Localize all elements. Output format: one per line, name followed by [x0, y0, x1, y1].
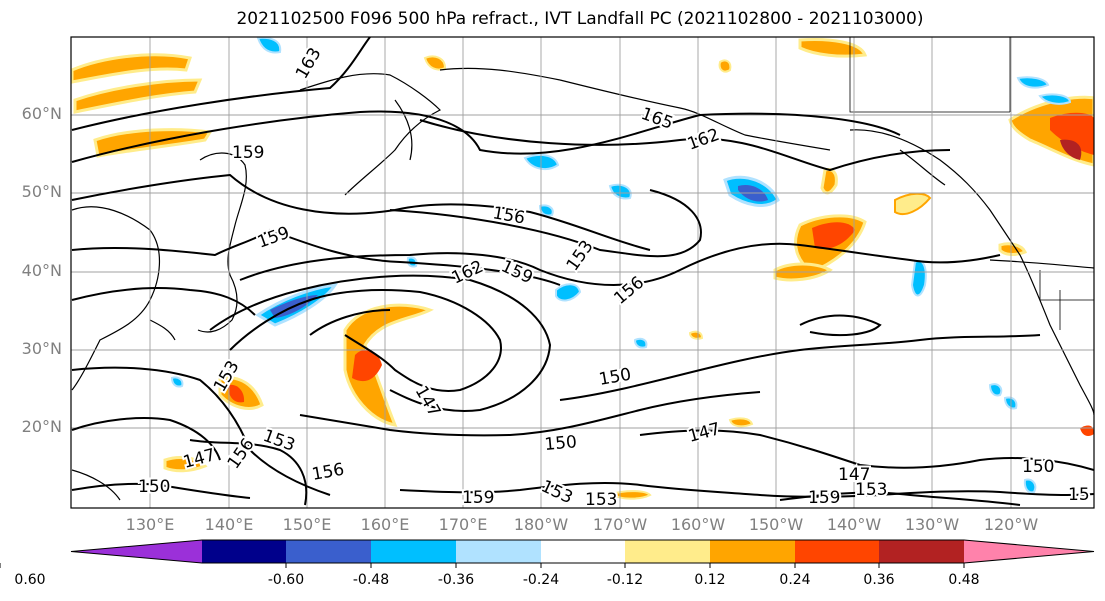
contour-value-label: 150	[1022, 457, 1054, 477]
borders	[849, 37, 1094, 330]
map-frame	[70, 36, 1095, 509]
colorbar-segment	[795, 540, 879, 563]
latitude-tick-label: 30°N	[21, 339, 62, 358]
contour-value-label: 159	[462, 488, 494, 508]
colorbar-segment	[371, 540, 456, 563]
contour-value-label: 150	[138, 477, 170, 497]
map-background	[71, 37, 1094, 508]
positive-anomaly-patches	[71, 38, 1094, 500]
colorbar-tick-label: 0.24	[779, 572, 811, 588]
colorbar-segment	[625, 540, 710, 563]
colorbar	[0, 539, 1095, 568]
latitude-tick-label: 50°N	[21, 182, 62, 201]
colorbar-segment	[710, 540, 795, 563]
colorbar-tick-label: -0.24	[522, 572, 560, 588]
contour-value-label: 153	[585, 490, 617, 510]
contour-value-label: 159	[232, 143, 264, 163]
longitude-tick-label: 130°W	[904, 515, 960, 534]
contour-value-label: 150	[544, 432, 578, 455]
colorbar-extend-max	[964, 540, 1094, 563]
longitude-tick-label: 150°W	[748, 515, 804, 534]
colorbar-segment	[202, 540, 286, 563]
gridlines	[71, 37, 1094, 508]
colorbar-tick-label: -0.48	[352, 572, 390, 588]
longitude-tick-label: 150°E	[282, 515, 332, 534]
colorbar-tick-label: 0.36	[863, 572, 895, 588]
colorbar-tick-label: -0.12	[606, 572, 644, 588]
longitude-tick-label: 180°W	[513, 515, 569, 534]
colorbar-segment	[286, 540, 371, 563]
contour-value-label: 159	[808, 488, 840, 508]
colorbar-tick-label: -0.36	[437, 572, 475, 588]
contour-value-label: 147	[838, 465, 870, 485]
colorbar-segment	[456, 540, 541, 563]
colorbar-outline	[70, 539, 1095, 564]
contour-value-label: 15	[1068, 485, 1090, 505]
colorbar-tick-label: 0.12	[694, 572, 726, 588]
contour-value-label: 153	[855, 480, 887, 500]
longitude-tick-label: 130°E	[125, 515, 175, 534]
colorbar-segment	[879, 540, 964, 563]
longitude-tick-label: 120°W	[983, 515, 1039, 534]
longitude-tick-label: 160°E	[360, 515, 410, 534]
longitude-tick-label: 160°W	[670, 515, 726, 534]
colorbar-tick-label: 0.48	[948, 572, 980, 588]
longitude-tick-label: 140°W	[826, 515, 882, 534]
contour-lines	[71, 37, 1094, 506]
longitude-tick-label: 170°W	[592, 515, 648, 534]
colorbar-segment	[541, 540, 625, 563]
colorbar-tick-label: 0.60	[14, 572, 46, 588]
latitude-tick-label: 60°N	[21, 104, 62, 123]
latitude-tick-label: 40°N	[21, 261, 62, 280]
colorbar-tick-label: -0.60	[267, 572, 305, 588]
colorbar-extend-min	[71, 540, 202, 563]
longitude-tick-label: 170°E	[438, 515, 488, 534]
longitude-tick-label: 140°E	[204, 515, 254, 534]
latitude-tick-label: 20°N	[21, 417, 62, 436]
map-title: 2021102500 F096 500 hPa refract., IVT La…	[236, 9, 924, 29]
